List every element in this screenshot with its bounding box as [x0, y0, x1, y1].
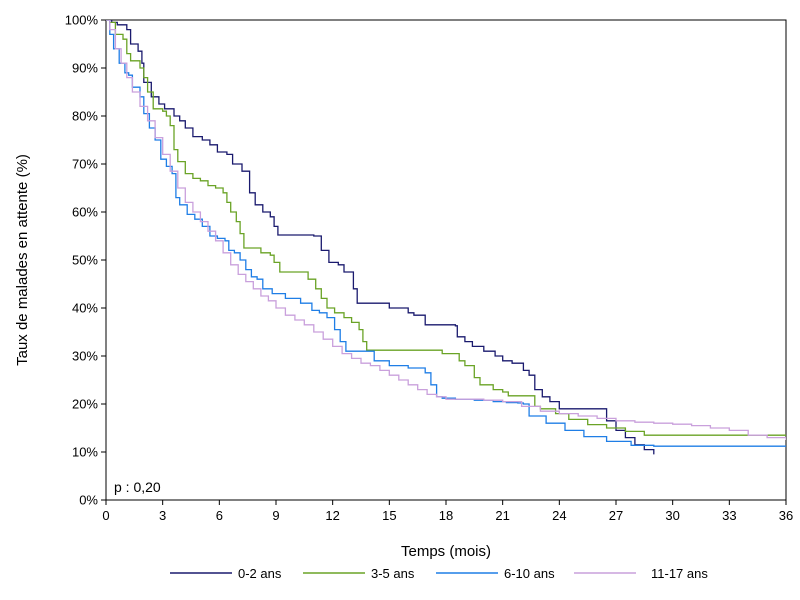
x-tick-label: 0 — [102, 508, 109, 523]
y-tick-label: 70% — [72, 157, 98, 172]
x-tick-label: 27 — [609, 508, 623, 523]
x-tick-label: 12 — [325, 508, 339, 523]
legend-label-2: 3-5 ans — [371, 566, 415, 581]
legend-label-4: 11-17 ans — [651, 566, 708, 581]
series-line-2 — [106, 20, 786, 436]
series-line-3 — [106, 20, 786, 447]
x-tick-label: 24 — [552, 508, 566, 523]
legend-label-1: 0-2 ans — [238, 566, 282, 581]
series-layer — [106, 20, 786, 455]
y-axis: 0% 10% 20% 30% 40% 50% 60% 70% 80% 90% 100% — [65, 13, 106, 508]
x-axis: 0 3 6 9 12 15 18 21 24 27 30 33 36 — [102, 500, 793, 523]
x-tick-label: 18 — [439, 508, 453, 523]
y-tick-label: 10% — [72, 445, 98, 460]
legend: 0-2 ans 3-5 ans 6-10 ans 11-17 ans — [170, 566, 708, 581]
y-tick-label: 50% — [72, 253, 98, 268]
y-axis-title: Taux de malades en attente (%) — [14, 154, 31, 366]
x-axis-title: Temps (mois) — [401, 543, 491, 560]
x-tick-label: 21 — [495, 508, 509, 523]
y-tick-label: 100% — [65, 13, 99, 28]
x-tick-label: 15 — [382, 508, 396, 523]
p-value-annotation: p : 0,20 — [114, 479, 161, 495]
series-line-4 — [106, 20, 786, 440]
y-tick-label: 60% — [72, 205, 98, 220]
x-tick-label: 3 — [159, 508, 166, 523]
y-tick-label: 80% — [72, 109, 98, 124]
y-tick-label: 0% — [79, 493, 98, 508]
y-tick-label: 40% — [72, 301, 98, 316]
plot-frame — [105, 19, 787, 501]
x-tick-label: 30 — [665, 508, 679, 523]
x-tick-label: 33 — [722, 508, 736, 523]
legend-label-3: 6-10 ans — [504, 566, 555, 581]
x-tick-label: 6 — [216, 508, 223, 523]
x-tick-label: 36 — [779, 508, 793, 523]
y-tick-label: 90% — [72, 61, 98, 76]
x-tick-label: 9 — [272, 508, 279, 523]
y-tick-label: 30% — [72, 349, 98, 364]
series-line-1 — [106, 20, 655, 455]
y-tick-label: 20% — [72, 397, 98, 412]
